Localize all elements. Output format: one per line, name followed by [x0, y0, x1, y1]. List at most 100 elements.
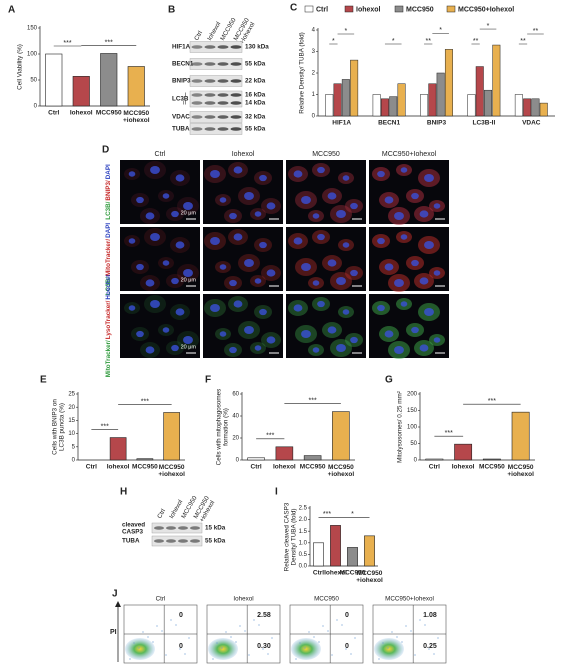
- nucleus: [419, 344, 429, 352]
- event: [230, 636, 232, 638]
- x-tick-label: Iohexol: [70, 110, 93, 117]
- event: [295, 658, 297, 660]
- x-tick-label: MCC950 +iohexol: [507, 464, 534, 478]
- plot-title: Iohexol: [233, 596, 253, 603]
- event: [331, 654, 333, 656]
- isoform-label: II: [183, 100, 187, 106]
- blot-band: [166, 526, 176, 530]
- x-tick-label: MCC950 +iohexol: [123, 110, 150, 124]
- blot-band: [204, 79, 216, 83]
- event: [165, 654, 167, 656]
- y-tick-label: 0: [414, 458, 418, 464]
- scale-label: 20 μm: [181, 344, 197, 350]
- bar: [523, 98, 532, 117]
- y-axis-label: Cells with mitophagosomesformation (%): [215, 389, 229, 466]
- nucleus: [175, 174, 185, 182]
- bar: [511, 411, 530, 461]
- nucleus: [259, 308, 267, 316]
- y-tick-label: 0: [312, 114, 316, 120]
- y-axis-label: Cell Viability (%): [17, 44, 24, 90]
- sig-label: ***: [141, 398, 149, 405]
- event: [216, 642, 218, 644]
- bar: [136, 458, 154, 461]
- event: [341, 624, 343, 626]
- nucleus: [266, 336, 276, 344]
- nucleus: [336, 276, 346, 286]
- event: [138, 647, 140, 649]
- event: [179, 648, 181, 650]
- kda-label: 32 kDa: [245, 114, 266, 121]
- nucleus: [150, 232, 160, 242]
- kda-label: 55 kDa: [245, 126, 266, 133]
- nucleus: [145, 212, 155, 220]
- x-tick-label: MCC950: [340, 570, 366, 577]
- nucleus: [350, 202, 358, 210]
- nucleus: [424, 307, 434, 317]
- y-tick-label: 150: [407, 408, 418, 414]
- nucleus: [411, 192, 419, 200]
- nucleus: [145, 279, 155, 287]
- protein-label: TUBA: [122, 538, 140, 545]
- event: [437, 637, 439, 639]
- y-tick-label: 4: [312, 28, 316, 34]
- nucleus: [244, 191, 254, 201]
- bar: [163, 412, 180, 461]
- nucleus: [317, 233, 325, 241]
- nucleus: [411, 326, 419, 334]
- x-tick-label: MCC950: [479, 464, 505, 471]
- nucleus: [312, 347, 320, 353]
- nucleus: [327, 192, 337, 200]
- bar: [350, 59, 359, 117]
- y-tick-label: 5: [72, 444, 76, 450]
- column-label: MCC950: [312, 151, 340, 158]
- bar: [531, 98, 540, 117]
- blot-band: [191, 115, 203, 119]
- row-label-part: DAPI: [105, 164, 112, 179]
- quadrant-value: 0: [345, 643, 349, 650]
- bar: [380, 98, 389, 117]
- bar: [482, 458, 501, 461]
- kda-label: 130 kDa: [245, 44, 269, 51]
- blot-band: [154, 526, 164, 530]
- cell-cloud: [125, 638, 155, 660]
- event: [327, 630, 329, 632]
- sig-label: ***: [309, 397, 317, 404]
- bar: [330, 525, 341, 567]
- blot-band: [191, 45, 203, 49]
- kda-label: 14 kDa: [245, 100, 266, 107]
- x-tick-label: BNIP3: [427, 120, 447, 127]
- blot-strip: [189, 58, 243, 70]
- event: [239, 625, 241, 627]
- event: [414, 654, 416, 656]
- nucleus: [317, 300, 325, 308]
- y-tick-label: 1.5: [299, 529, 308, 535]
- y-tick-label: 0.5: [299, 552, 308, 558]
- bar: [275, 446, 294, 461]
- blot-band: [204, 62, 216, 66]
- nucleus: [183, 335, 193, 345]
- quadrant-value: 0.25: [423, 643, 437, 650]
- nucleus: [266, 269, 276, 277]
- event: [221, 647, 223, 649]
- event: [322, 625, 324, 627]
- row-label: MitoTracker/LysoTracker/Hoechst: [105, 274, 112, 377]
- nucleus: [171, 277, 179, 285]
- blot-band: [204, 101, 216, 105]
- nucleus: [293, 237, 303, 245]
- nucleus: [219, 331, 227, 337]
- event: [405, 625, 407, 627]
- nucleus: [128, 305, 136, 311]
- y-tick-label: 2.0: [299, 517, 308, 523]
- nucleus: [162, 260, 170, 266]
- blot-band: [217, 45, 229, 49]
- kda-label: 55 kDa: [245, 61, 266, 68]
- x-tick-label: Iohexol: [273, 464, 296, 471]
- protein-label: HIF1A: [172, 44, 191, 51]
- bar: [475, 66, 484, 117]
- y-tick-label: 0: [236, 458, 240, 464]
- blot-strip: [189, 75, 243, 87]
- sig-label: **: [473, 38, 479, 45]
- scale-label: 20 μm: [181, 277, 197, 283]
- panel-letter: B: [168, 5, 175, 16]
